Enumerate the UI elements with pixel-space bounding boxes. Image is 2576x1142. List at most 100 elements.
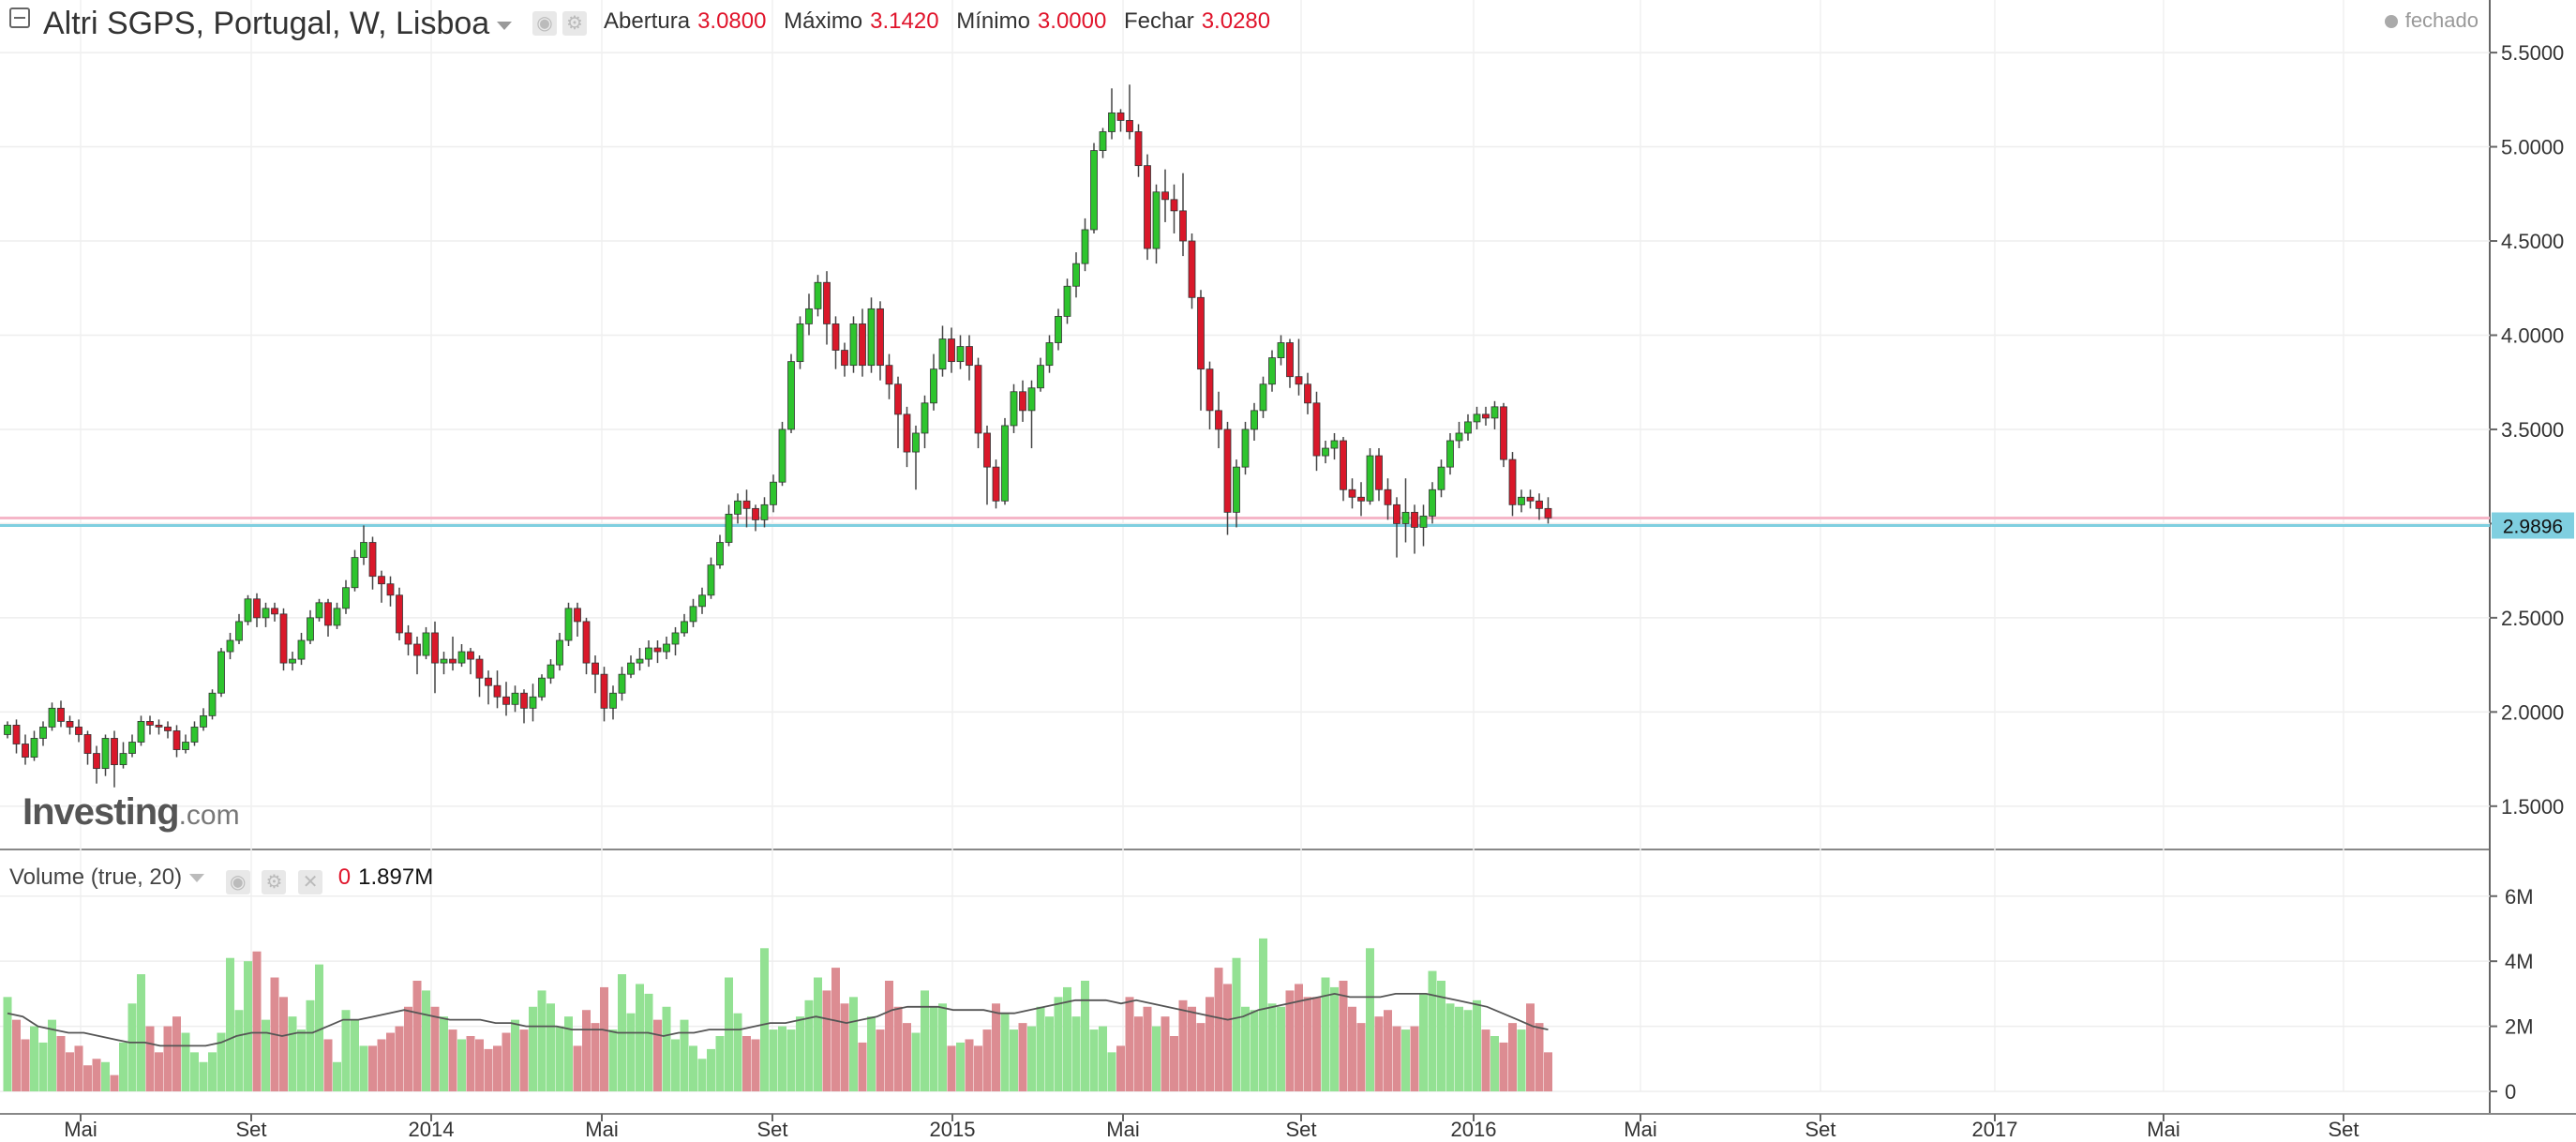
volume-bar [653,1019,662,1091]
candle-body [307,617,314,641]
volume-bar [234,1010,244,1091]
candle-body [831,323,840,351]
candle-body [1010,391,1018,427]
candle-body [734,500,741,515]
volume-bar [840,1003,849,1091]
candle-body [1393,503,1400,524]
candle-body [1090,150,1098,231]
volume-bar [333,1061,341,1091]
volume-bar [1241,1006,1250,1091]
volume-bar [1285,990,1295,1091]
candle-body [725,513,733,543]
volume-bar [582,1010,591,1091]
candle-body [1055,315,1062,343]
volume-bar [315,964,323,1091]
candle-body [787,361,795,430]
candle-body [111,738,118,766]
volume-close-icon[interactable]: ✕ [298,870,323,894]
volume-bar [1223,984,1232,1091]
volume-bar [1099,1026,1107,1091]
volume-bar [1348,1006,1356,1091]
volume-bar [448,1029,457,1091]
candle-body [752,507,759,520]
volume-bar [1321,977,1330,1091]
candle-body [279,613,288,664]
volume-value-0: 0 [337,864,352,890]
volume-bar [555,1026,564,1091]
volume-bar [1356,1023,1366,1091]
candle-body [386,583,395,596]
chart-title[interactable]: Altri SGPS, Portugal, W, Lisboa [43,6,513,42]
volume-bar [965,1039,974,1091]
candle-body [39,727,47,739]
high-label: Máximo [784,8,863,34]
low-value: 3.0000 [1037,8,1107,34]
candle-body [876,308,884,367]
volume-bar [155,1052,163,1091]
volume-bar [786,1029,796,1091]
volume-tick-label: 6M [2505,885,2534,909]
candle-body [1108,112,1116,132]
candle-body [226,639,234,653]
volume-gear-icon[interactable]: ⚙ [262,870,287,894]
low-label: Mínimo [956,8,1030,34]
volume-bar [956,1042,965,1091]
volume-eye-icon[interactable]: ◉ [225,870,250,894]
candle-body [1206,368,1214,412]
volume-bar [822,990,831,1091]
volume-bar [1206,997,1214,1091]
open-value: 3.0800 [697,8,767,34]
volume-bar [1259,938,1267,1091]
volume-bar [1481,1029,1490,1091]
volume-bar [1071,1016,1081,1091]
volume-bar [1250,1010,1259,1091]
candle-body [627,662,635,675]
volume-bar [1419,993,1428,1091]
candle-body [1482,413,1490,419]
candle-body [1535,500,1543,509]
volume-bar [1063,986,1071,1091]
volume-bar [1152,1026,1161,1091]
candle-body [1045,342,1054,367]
volume-bar [145,1026,155,1091]
volume-bar [466,1036,475,1091]
candle-body [1134,131,1143,167]
volume-bar [858,1042,867,1091]
candle-body [297,639,306,660]
time-tick-label: 2016 [1451,1118,1497,1141]
volume-bar [190,1052,199,1091]
volume-title[interactable]: Volume (true, 20) [9,864,183,890]
candle-body [1099,131,1107,151]
candle-body [645,647,652,660]
volume-bar [689,1045,697,1091]
gear-icon[interactable]: ⚙ [562,11,587,36]
eye-icon[interactable]: ◉ [532,11,557,36]
candle-body [378,576,385,585]
volume-bar [137,974,145,1091]
volume-bar [1267,1003,1277,1091]
volume-tick-label: 4M [2505,950,2534,973]
volume-bar [1445,1003,1455,1091]
candle-body [1322,447,1329,457]
candle-body [1366,455,1374,502]
collapse-panel-button[interactable] [9,8,30,28]
volume-bar [475,1039,484,1091]
chevron-down-icon[interactable] [497,21,513,30]
volume-bar [876,1029,885,1091]
candle-body [1526,496,1535,502]
volume-tick-label: 2M [2505,1015,2534,1039]
volume-bar [974,1045,982,1091]
volume-bar [644,993,653,1091]
volume-bar [127,1003,137,1091]
candle-body [431,632,439,664]
volume-bar [323,1039,333,1091]
volume-chevron-down-icon[interactable] [189,874,205,883]
volume-bar [395,1026,404,1091]
volume-bar [457,1039,466,1091]
volume-bar [911,1032,921,1091]
volume-bar [1295,984,1303,1091]
candle-body [885,365,893,385]
volume-bar [1134,1016,1143,1091]
time-tick-label: Mai [1106,1118,1139,1141]
